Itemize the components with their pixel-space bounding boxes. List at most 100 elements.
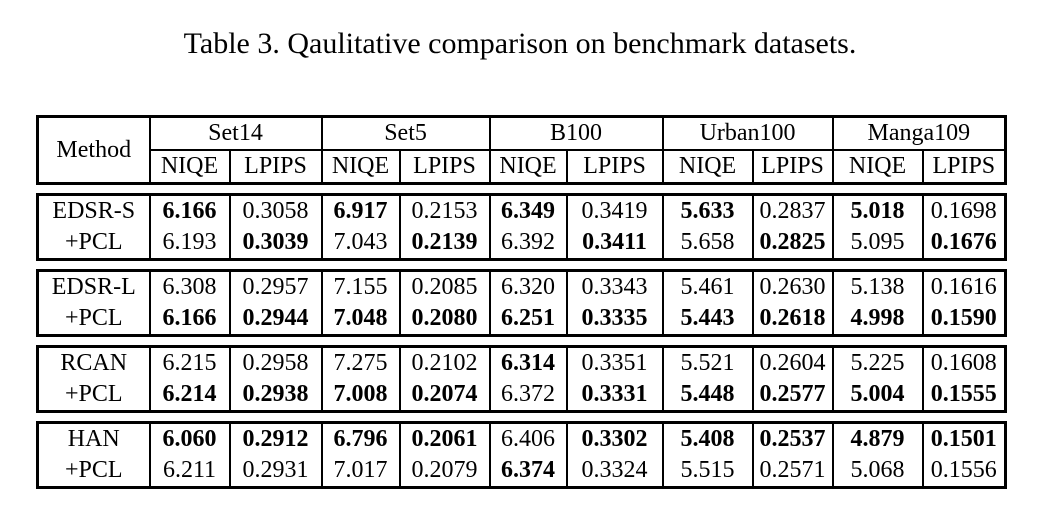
table-body-groups: EDSR-S 6.166 0.3058 6.917 0.2153 6.349 0.3419 5… [36,193,1007,489]
method-cell: +PCL [36,303,151,336]
value-cell: 0.2074 [398,379,491,412]
value-cell: 0.2912 [228,422,323,455]
value-cell: 0.2944 [228,303,323,336]
value-cell: 0.3331 [565,379,664,412]
value-cell: 5.443 [661,303,754,336]
value-cell: 6.166 [148,303,231,336]
metric-header-lpips: LPIPS [751,150,834,184]
value-cell: 5.004 [831,379,924,412]
value-cell: 0.2080 [398,303,491,336]
value-cell: 0.2825 [751,227,834,260]
value-cell: 0.1501 [921,422,1007,455]
value-cell: 6.917 [320,194,401,227]
value-cell: 5.068 [831,455,924,488]
value-cell: 5.095 [831,227,924,260]
value-cell: 0.2079 [398,455,491,488]
value-cell: 0.2618 [751,303,834,336]
method-group-edsr-l: EDSR-L 6.308 0.2957 7.155 0.2085 6.320 0.3343 5… [36,269,1007,337]
method-cell: EDSR-L [36,270,151,303]
value-cell: 0.1676 [921,227,1007,260]
table-caption: Table 3. Qaulitative comparison on bench… [183,27,857,60]
method-cell: +PCL [36,455,151,488]
metric-header-lpips: LPIPS [565,150,664,184]
value-cell: 0.3058 [228,194,323,227]
value-cell: 5.408 [661,422,754,455]
value-cell: 5.225 [831,346,924,379]
value-cell: 0.1555 [921,379,1007,412]
value-cell: 0.3302 [565,422,664,455]
value-cell: 0.3324 [565,455,664,488]
value-cell: 6.166 [148,194,231,227]
dataset-header-b100: B100 [488,116,664,151]
table-row: +PCL 6.214 0.2938 7.008 0.2074 6.372 0.3331 5.4… [36,379,1007,412]
value-cell: 0.1616 [921,270,1007,303]
method-cell: +PCL [36,227,151,260]
value-cell: 0.2085 [398,270,491,303]
method-cell: HAN [36,422,151,455]
value-cell: 0.2958 [228,346,323,379]
value-cell: 7.275 [320,346,401,379]
dataset-header-set14: Set14 [148,116,323,151]
value-cell: 7.155 [320,270,401,303]
value-cell: 6.193 [148,227,231,260]
value-cell: 6.314 [488,346,568,379]
value-cell: 0.2604 [751,346,834,379]
value-cell: 0.2957 [228,270,323,303]
table-row: +PCL 6.193 0.3039 7.043 0.2139 6.392 0.3411 5.6… [36,227,1007,260]
value-cell: 0.3343 [565,270,664,303]
dataset-header-row: Method Set14 Set5 B100 Urban100 Manga109 [36,116,1007,184]
metric-header-lpips: LPIPS [398,150,491,184]
table-row: RCAN 6.215 0.2958 7.275 0.2102 6.314 0.3351 5.5… [36,346,1007,379]
dataset-header-urban100: Urban100 [661,116,834,151]
value-cell: 0.3351 [565,346,664,379]
value-cell: 6.796 [320,422,401,455]
value-cell: 6.215 [148,346,231,379]
value-cell: 0.2630 [751,270,834,303]
value-cell: 6.349 [488,194,568,227]
value-cell: 0.3419 [565,194,664,227]
value-cell: 6.211 [148,455,231,488]
value-cell: 6.308 [148,270,231,303]
value-cell: 7.017 [320,455,401,488]
value-cell: 0.1608 [921,346,1007,379]
metric-header-lpips: LPIPS [228,150,323,184]
value-cell: 6.374 [488,455,568,488]
value-cell: 7.048 [320,303,401,336]
value-cell: 7.008 [320,379,401,412]
value-cell: 5.461 [661,270,754,303]
value-cell: 6.214 [148,379,231,412]
value-cell: 0.2931 [228,455,323,488]
metric-header-niqe: NIQE [488,150,568,184]
value-cell: 0.2537 [751,422,834,455]
value-cell: 5.018 [831,194,924,227]
value-cell: 0.1698 [921,194,1007,227]
metric-header-niqe: NIQE [831,150,924,184]
value-cell: 5.448 [661,379,754,412]
value-cell: 0.2139 [398,227,491,260]
method-group-edsr-s: EDSR-S 6.166 0.3058 6.917 0.2153 6.349 0.3419 5… [36,193,1007,261]
value-cell: 0.1590 [921,303,1007,336]
table-header: Method Set14 Set5 B100 Urban100 Manga109… [36,115,1008,185]
value-cell: 6.320 [488,270,568,303]
dataset-header-set5: Set5 [320,116,491,151]
value-cell: 0.3039 [228,227,323,260]
value-cell: 0.2837 [751,194,834,227]
value-cell: 6.406 [488,422,568,455]
value-cell: 5.658 [661,227,754,260]
method-group-han: HAN 6.060 0.2912 6.796 0.2061 6.406 0.3302 5.40… [36,421,1007,489]
value-cell: 0.2571 [751,455,834,488]
metric-header-niqe: NIQE [148,150,231,184]
value-cell: 0.3411 [565,227,664,260]
metric-header-niqe: NIQE [320,150,401,184]
metric-header-row: NIQE LPIPS NIQE LPIPS NIQE LPIPS NIQE LP… [38,150,1007,184]
table-row: +PCL 6.211 0.2931 7.017 0.2079 6.374 0.3324 5.5… [36,455,1007,488]
value-cell: 4.998 [831,303,924,336]
value-cell: 0.3335 [565,303,664,336]
value-cell: 0.2102 [398,346,491,379]
table-row: EDSR-S 6.166 0.3058 6.917 0.2153 6.349 0.3419 5… [36,194,1007,227]
value-cell: 0.2061 [398,422,491,455]
benchmark-table: Method Set14 Set5 B100 Urban100 Manga109… [36,115,1008,489]
dataset-header-manga109: Manga109 [831,116,1007,151]
value-cell: 7.043 [320,227,401,260]
